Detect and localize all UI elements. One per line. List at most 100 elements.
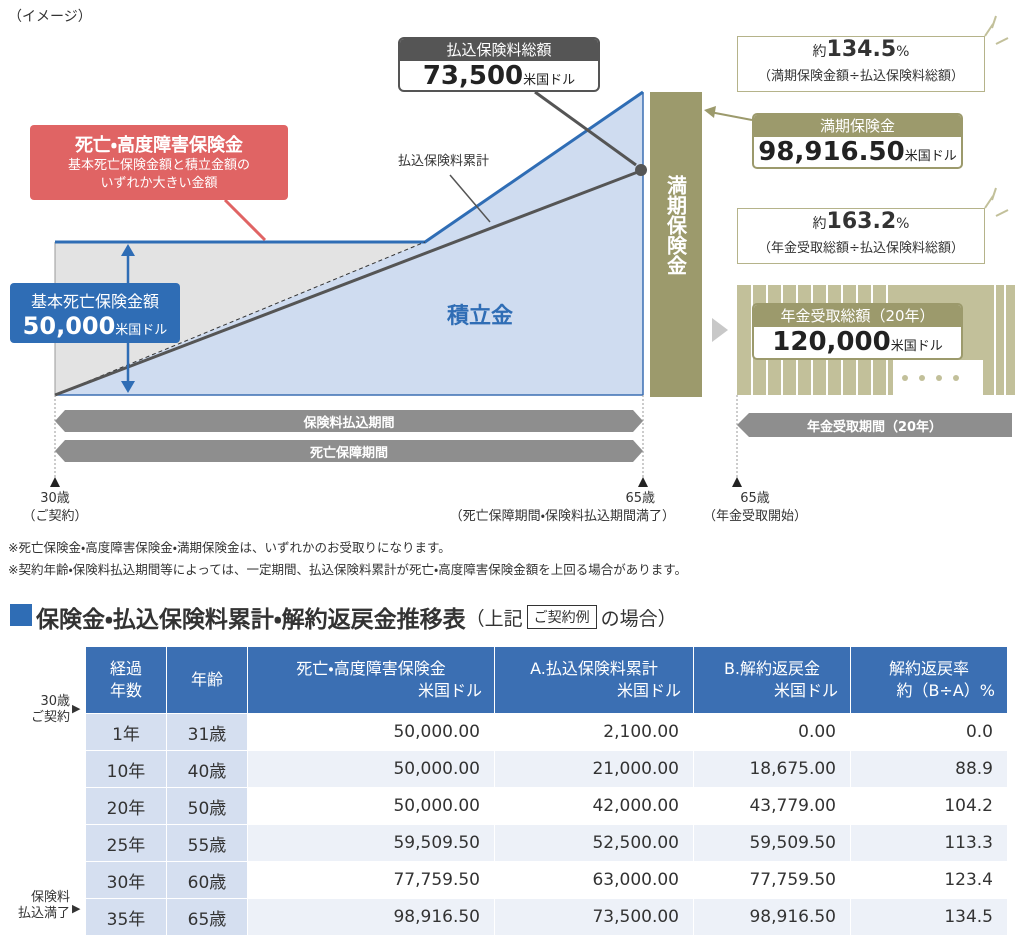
header-line: 約（B÷A）% <box>896 681 995 700</box>
sparkle <box>984 187 1009 217</box>
header-cell: B.解約返戻金 米国ドル <box>693 646 851 714</box>
cell: 88.9 <box>850 750 1008 788</box>
amount: 98,916.50 <box>758 137 905 167</box>
cell: 31歳 <box>166 713 248 751</box>
prefix: 約 <box>812 44 827 60</box>
row: 35年 65歳 98,916.50 73,500.00 98,916.50 134.5 <box>85 898 1008 936</box>
formula: （満期保険金額÷払込保険料総額） <box>758 69 964 84</box>
row: 20年 50歳 50,000.00 42,000.00 43,779.00 104.2 <box>85 787 1008 825</box>
unit: 米国ドル <box>904 149 957 164</box>
unit: 米国ドル <box>890 339 943 354</box>
period-label: 保険料払込期間 <box>303 416 395 431</box>
prefix: 約 <box>812 216 827 232</box>
age-marker <box>50 477 60 487</box>
accumulation-label: 積立金 <box>447 304 514 329</box>
cell: 59,509.50 <box>247 824 495 862</box>
cell: 98,916.50 <box>247 898 495 936</box>
desc: 基本死亡保険金額と積立金額の <box>67 158 250 173</box>
accumulation-area <box>55 92 643 395</box>
line: 払込満了 <box>17 906 70 921</box>
cell: 50,000.00 <box>247 750 495 788</box>
cell: 50,000.00 <box>247 713 495 751</box>
cell: 50,000.00 <box>247 787 495 825</box>
header-cell: 死亡・高度障害保険金米国ドル <box>247 646 495 714</box>
cell: 77,759.50 <box>693 861 851 899</box>
ratio: 163.2 <box>826 209 897 234</box>
cell: 1年 <box>85 713 167 751</box>
cell: 35年 <box>85 898 167 936</box>
side-marker: ▶ <box>72 702 81 715</box>
age-end: 65歳 （死亡保障期間・保険料払込期間満了） <box>410 490 675 526</box>
amount: 50,000 <box>22 312 116 340</box>
arrow <box>712 318 728 342</box>
cell: 18,675.00 <box>693 750 851 788</box>
period-bar <box>55 410 643 432</box>
title: 保険金・払込保険料累計・解約返戻金推移表 <box>36 607 466 633</box>
header-line: B.解約返戻金 <box>723 659 821 678</box>
amount: 120,000 <box>772 327 891 357</box>
end-dot <box>635 164 647 176</box>
header-cell: 年齢 <box>166 646 248 714</box>
cell: 0.00 <box>693 713 851 751</box>
header-cell: 経過 年数 <box>85 646 167 714</box>
line: 30歳 <box>40 694 70 709</box>
cell: 134.5 <box>850 898 1008 936</box>
arrow-head <box>121 244 135 256</box>
age: 65歳 <box>740 491 770 506</box>
ratio: 134.5 <box>826 37 897 62</box>
suffix: % <box>896 44 910 60</box>
row: 30年 60歳 77,759.50 63,000.00 77,759.50 123.4 <box>85 861 1008 899</box>
cell: 52,500.00 <box>494 824 694 862</box>
note: ※死亡保険金・高度障害保険金・満期保険金は、いずれかのお受取りになります。 <box>8 540 451 555</box>
paren: の場合） <box>600 607 677 630</box>
cell: 20年 <box>85 787 167 825</box>
period-bar <box>55 440 643 462</box>
period-label: 年金受取期間（20年） <box>806 420 943 435</box>
cell: 50歳 <box>166 787 248 825</box>
paren: （上記 <box>465 607 523 630</box>
annuity-ratio-box: 約163.2% （年金受取総額÷払込保険料総額） <box>737 208 985 264</box>
cell: 10年 <box>85 750 167 788</box>
maturity-ratio-box: 約134.5% （満期保険金額÷払込保険料総額） <box>737 36 985 92</box>
cell: 43,779.00 <box>693 787 851 825</box>
unit: 米国ドル <box>115 323 168 338</box>
header-line: 死亡・高度障害保険金 <box>296 659 446 678</box>
row: 1年 31歳 50,000.00 2,100.00 0.00 0.0 <box>85 713 1008 751</box>
connector <box>223 198 267 242</box>
suffix: % <box>896 216 910 232</box>
header-line: 解約返戻率 <box>888 659 969 678</box>
header-row: 経過 年数 年齢 死亡・高度障害保険金米国ドル A.払込保険料累計米国ドル B.解約返戻金… <box>85 646 1008 714</box>
note: ※契約年齢・保険料払込期間等によっては、一定期間、払込保険料累計が死亡・高度障害… <box>8 562 687 577</box>
period-label: 死亡保障期間 <box>309 446 388 461</box>
line: 保険料 <box>30 890 70 905</box>
header-line: 年数 <box>109 681 142 700</box>
label: 満期保険金 <box>754 115 961 137</box>
formula: （年金受取総額÷払込保険料総額） <box>758 241 964 256</box>
annuity-start: 65歳 （年金受取開始） <box>695 490 815 526</box>
header-line: A.払込保険料累計 <box>530 659 658 678</box>
header-line: 米国ドル <box>417 681 482 700</box>
side-marker: ▶ <box>72 902 81 915</box>
side-label: 保険料 払込満了 <box>0 890 70 922</box>
age: 65歳 <box>625 491 655 506</box>
cell: 65歳 <box>166 898 248 936</box>
age-marker <box>732 477 742 487</box>
cell: 21,000.00 <box>494 750 694 788</box>
table: 経過 年数 年齢 死亡・高度障害保険金米国ドル A.払込保険料累計米国ドル B.解約返戻金… <box>85 646 1008 936</box>
maturity-bar-label: 満期保険金 <box>663 175 688 275</box>
header-line: 年齢 <box>190 670 223 689</box>
cell: 113.3 <box>850 824 1008 862</box>
cell: 73,500.00 <box>494 898 694 936</box>
maturity-bar <box>650 92 702 397</box>
tag: ご契約例 <box>526 605 597 629</box>
header-cell: 解約返戻率約（B÷A）% <box>850 646 1008 714</box>
connector <box>449 174 491 223</box>
title-marker <box>10 604 32 626</box>
table-title: 保険金・払込保険料累計・解約返戻金推移表 （上記 ご契約例 の場合） <box>36 600 677 634</box>
cell: 30年 <box>85 861 167 899</box>
desc: いずれか大きい金額 <box>100 176 218 191</box>
cell: 59,509.50 <box>693 824 851 862</box>
age-start: 30歳 （ご契約） <box>0 490 110 526</box>
dots <box>902 375 959 381</box>
cell: 60歳 <box>166 861 248 899</box>
